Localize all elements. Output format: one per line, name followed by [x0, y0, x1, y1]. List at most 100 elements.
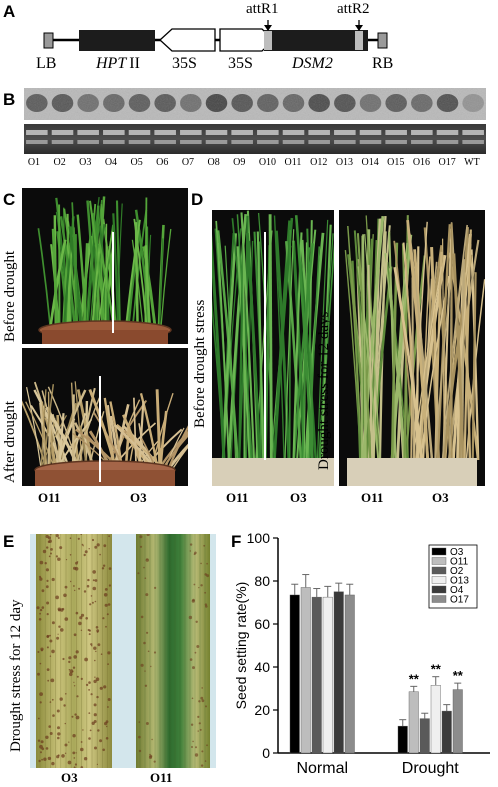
rrna-band-18s	[334, 140, 356, 144]
rrna-band-18s	[385, 140, 407, 144]
legend-swatch	[431, 557, 447, 565]
hpt-label: HPT II	[96, 55, 140, 73]
lane-label: WT	[464, 157, 480, 168]
legend-label: O17	[450, 595, 469, 606]
bar-o11-normal	[300, 587, 311, 754]
rrna-band-18s	[231, 140, 253, 144]
rrna-band-18s	[308, 140, 330, 144]
y-tick-label: 100	[247, 530, 271, 546]
rb-border-box	[377, 32, 388, 49]
bar-o3-drought	[397, 725, 408, 754]
legend-label: O3	[450, 547, 464, 558]
rrna-band-28s	[257, 130, 279, 135]
bar-o4-drought	[441, 710, 452, 754]
promoter-35s-left-arrow	[159, 28, 216, 52]
bar-o2-drought	[419, 718, 430, 754]
attr2-label: attR2	[337, 1, 370, 17]
label-drought-stress-12-day: Drought stress for 12 day	[8, 599, 24, 752]
rrna-band-28s	[308, 130, 330, 135]
lb-border-box	[43, 32, 54, 49]
lane-label: O7	[181, 157, 195, 168]
label-d-o3-b: O3	[432, 490, 449, 505]
panel-label-e: E	[3, 532, 15, 551]
rrna-band-18s	[462, 140, 484, 144]
lane-label: O16	[412, 157, 431, 168]
label-e-o3: O3	[61, 770, 78, 785]
legend-swatch	[431, 595, 447, 603]
rrna-band-28s	[51, 130, 74, 135]
panel-label-a: A	[3, 2, 16, 21]
lane-label: O2	[53, 157, 66, 168]
label-c-o3: O3	[130, 490, 147, 505]
rrna-band-28s	[231, 130, 253, 135]
rrna-band-18s	[51, 140, 74, 144]
x-category-label: Drought	[402, 760, 459, 777]
rrna-band-18s	[282, 140, 305, 144]
rrna-band-28s	[77, 130, 99, 135]
panel-label-b: B	[3, 90, 16, 109]
rrna-band-28s	[103, 130, 125, 135]
label-d-o11-a: O11	[226, 490, 249, 505]
lane-label: O8	[207, 157, 220, 168]
rrna-band-18s	[257, 140, 279, 144]
y-axis-label: Seed setting rate(%)	[233, 582, 249, 710]
legend-swatch	[431, 585, 447, 594]
p35s-left-label: 35S	[172, 55, 197, 72]
gene-construct-diagram	[43, 20, 388, 52]
attr1-site	[264, 31, 272, 50]
label-e-o11: O11	[150, 770, 173, 785]
lane-label: O5	[130, 157, 143, 168]
bar-o17-drought	[452, 689, 463, 754]
rrna-band-28s	[154, 130, 176, 135]
bar-o17-normal	[344, 594, 355, 754]
bar-o13-normal	[322, 596, 333, 754]
bar-o13-drought	[430, 685, 441, 754]
label-after-drought: After drought	[2, 400, 18, 483]
lb-label: LB	[36, 55, 57, 72]
bar-o4-normal	[333, 591, 344, 754]
seed-setting-rate-chart: 0 20 40 60 80 100 Seed setting rate(%) Normal **…	[233, 530, 490, 777]
dsm2-label: DSM2	[292, 55, 333, 72]
bar-o11-drought	[408, 691, 419, 754]
rrna-band-28s	[462, 130, 484, 135]
rrna-band-18s	[77, 140, 99, 144]
rrna-gel-strip	[24, 124, 486, 154]
y-tick-label: 0	[262, 745, 270, 761]
lane-label: O14	[361, 157, 379, 168]
rrna-band-18s	[26, 140, 48, 144]
rrna-band-18s	[411, 140, 433, 144]
y-tick-label: 80	[254, 573, 270, 589]
hpt-gene-box	[79, 30, 155, 51]
label-before-drought: Before drought	[2, 250, 18, 342]
photo-drought-stress-12-days	[339, 210, 485, 486]
lane-label: O13	[335, 157, 354, 168]
label-drought-stress-12-days: Drought stress for 12 days	[316, 311, 332, 470]
legend-label: O2	[450, 566, 464, 577]
rrna-band-18s	[154, 140, 176, 144]
rrna-band-18s	[205, 140, 228, 144]
label-d-o3-a: O3	[290, 490, 307, 505]
rrna-band-28s	[334, 130, 356, 135]
significance-mark: **	[409, 671, 420, 686]
y-tick-label: 20	[254, 702, 270, 718]
rrna-band-28s	[205, 130, 228, 135]
lane-label: O1	[27, 157, 41, 168]
attr2-site	[355, 31, 363, 50]
rrna-band-28s	[385, 130, 407, 135]
rrna-band-28s	[436, 130, 459, 135]
rrna-band-28s	[282, 130, 305, 135]
rrna-band-28s	[180, 130, 202, 135]
rrna-band-18s	[359, 140, 382, 144]
lane-label: O15	[387, 157, 405, 168]
bar-o3-normal	[289, 594, 300, 754]
lane-label: O10	[258, 157, 277, 168]
hpt-suffix: II	[129, 55, 140, 72]
y-tick-label: 60	[254, 616, 270, 632]
rrna-band-28s	[359, 130, 382, 135]
photo-before-drought	[22, 188, 188, 344]
rrna-band-28s	[128, 130, 151, 135]
lane-label: O9	[233, 157, 246, 168]
photo-before-drought-stress	[212, 210, 334, 486]
p35s-right-label: 35S	[228, 55, 253, 72]
rrna-band-28s	[411, 130, 433, 135]
